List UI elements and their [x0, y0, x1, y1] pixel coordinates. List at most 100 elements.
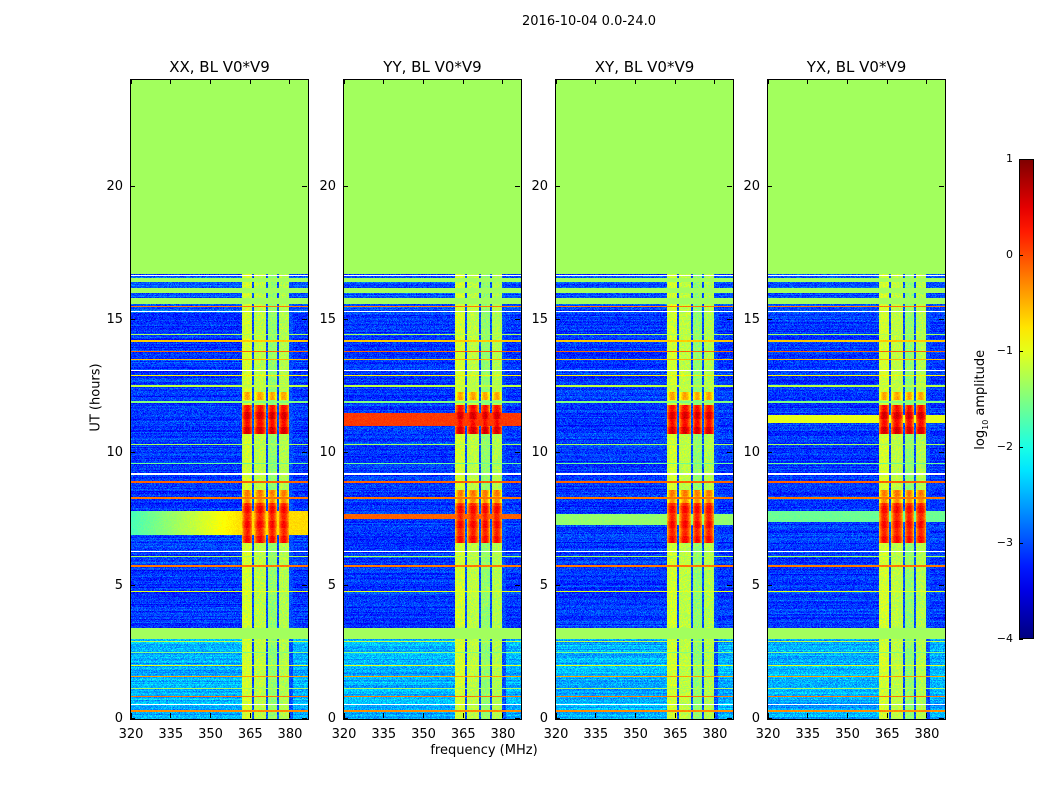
- y-tick-label: 10: [743, 444, 760, 460]
- x-tick-mark: [807, 79, 809, 84]
- panel-title: YX, BL V0*V9: [806, 58, 907, 76]
- y-tick-mark: [939, 185, 944, 187]
- y-tick-mark: [515, 584, 520, 586]
- colorbar-tick-mark: [1019, 254, 1023, 256]
- x-tick-label: 380: [914, 727, 940, 742]
- x-tick-mark: [595, 79, 597, 84]
- x-tick-label: 365: [237, 727, 263, 742]
- x-tick-mark: [422, 713, 424, 718]
- y-tick-label: 5: [751, 577, 760, 593]
- colorbar-tick-label: 0: [1006, 248, 1013, 261]
- y-tick-label: 10: [531, 444, 548, 460]
- panel-xx: XX, BL V0*V9 320 335 350 365 380 0 5 10 15 20: [106, 58, 309, 742]
- x-tick-mark: [209, 713, 211, 718]
- y-tick-mark: [939, 584, 944, 586]
- x-tick-mark: [555, 713, 557, 718]
- y-tick-label: 0: [539, 711, 548, 726]
- y-tick-label: 0: [327, 711, 336, 726]
- y-tick-mark: [555, 584, 560, 586]
- y-tick-label: 20: [531, 178, 548, 194]
- panel-yx: YX, BL V0*V9 320 335 350 365 380 0 5 10 15 20: [743, 58, 946, 742]
- y-tick-mark: [767, 718, 772, 719]
- x-tick-mark: [502, 713, 504, 718]
- x-tick-label: 380: [277, 727, 303, 742]
- y-tick-mark: [727, 718, 732, 719]
- y-tick-mark: [343, 584, 348, 586]
- x-tick-mark: [926, 79, 928, 84]
- y-tick-label: 20: [743, 178, 760, 194]
- x-tick-mark: [634, 79, 636, 84]
- x-tick-label: 380: [702, 727, 728, 742]
- x-tick-label: 350: [623, 727, 648, 742]
- y-tick-mark: [939, 718, 944, 719]
- y-axis-label: UT (hours): [88, 363, 104, 432]
- y-tick-label: 10: [106, 444, 123, 460]
- x-tick-label: 335: [158, 727, 184, 742]
- y-tick-label: 5: [327, 577, 336, 593]
- x-tick-mark: [249, 79, 251, 84]
- x-tick-label: 320: [331, 727, 357, 742]
- colorbar-tick-label: −3: [996, 536, 1013, 549]
- x-tick-mark: [714, 713, 716, 718]
- x-tick-mark: [170, 713, 172, 718]
- x-tick-mark: [383, 79, 385, 84]
- figure-title: 2016-10-04 0.0-24.0: [522, 14, 656, 29]
- x-tick-mark: [130, 79, 132, 84]
- x-tick-mark: [209, 79, 211, 84]
- x-tick-label: 320: [543, 727, 569, 742]
- panel-xy: XY, BL V0*V9 320 335 350 365 380 0 5 10 15 20: [531, 58, 734, 742]
- y-tick-mark: [130, 318, 135, 320]
- x-tick-label: 365: [450, 727, 476, 742]
- x-tick-mark: [502, 79, 504, 84]
- colorbar-tick-label: −4: [996, 632, 1013, 645]
- colorbar-tick-label: −1: [996, 344, 1013, 357]
- y-tick-mark: [727, 451, 732, 453]
- y-tick-mark: [555, 718, 560, 719]
- x-tick-mark: [343, 79, 345, 84]
- y-tick-label: 5: [539, 577, 548, 593]
- x-tick-label: 335: [583, 727, 609, 742]
- y-tick-mark: [130, 185, 135, 187]
- x-tick-label: 350: [198, 727, 223, 742]
- x-tick-mark: [674, 79, 676, 84]
- y-tick-mark: [130, 451, 135, 453]
- x-tick-mark: [886, 79, 888, 84]
- colorbar-tick-mark: [1019, 158, 1023, 160]
- x-tick-mark: [714, 79, 716, 84]
- colorbar: [1019, 159, 1034, 639]
- x-tick-mark: [767, 79, 769, 84]
- x-tick-mark: [462, 79, 464, 84]
- x-tick-label: 350: [835, 727, 860, 742]
- y-tick-label: 15: [106, 311, 123, 327]
- x-tick-mark: [289, 713, 291, 718]
- x-tick-mark: [807, 713, 809, 718]
- x-tick-label: 365: [874, 727, 900, 742]
- x-tick-mark: [170, 79, 172, 84]
- y-tick-mark: [343, 718, 348, 719]
- y-tick-mark: [727, 185, 732, 187]
- x-tick-label: 350: [411, 727, 436, 742]
- y-tick-mark: [555, 185, 560, 187]
- y-tick-label: 0: [751, 711, 760, 726]
- colorbar-tick-mark: [1019, 350, 1023, 352]
- x-tick-mark: [846, 713, 848, 718]
- x-axis-label: frequency (MHz): [430, 743, 538, 758]
- y-tick-mark: [939, 318, 944, 320]
- y-tick-mark: [767, 451, 772, 453]
- x-tick-label: 320: [118, 727, 144, 742]
- y-tick-mark: [302, 718, 307, 719]
- y-tick-mark: [302, 185, 307, 187]
- y-tick-mark: [302, 318, 307, 320]
- x-tick-label: 335: [795, 727, 821, 742]
- x-tick-mark: [343, 713, 345, 718]
- panel-yy: YY, BL V0*V9 320 335 350 365 380 0 5 10 15 20: [319, 58, 522, 742]
- y-tick-mark: [555, 451, 560, 453]
- y-tick-label: 20: [319, 178, 336, 194]
- y-tick-mark: [767, 584, 772, 586]
- y-tick-label: 0: [114, 711, 123, 726]
- y-tick-label: 15: [319, 311, 336, 327]
- y-tick-label: 5: [114, 577, 123, 593]
- x-tick-mark: [130, 713, 132, 718]
- x-tick-mark: [249, 713, 251, 718]
- x-tick-mark: [595, 713, 597, 718]
